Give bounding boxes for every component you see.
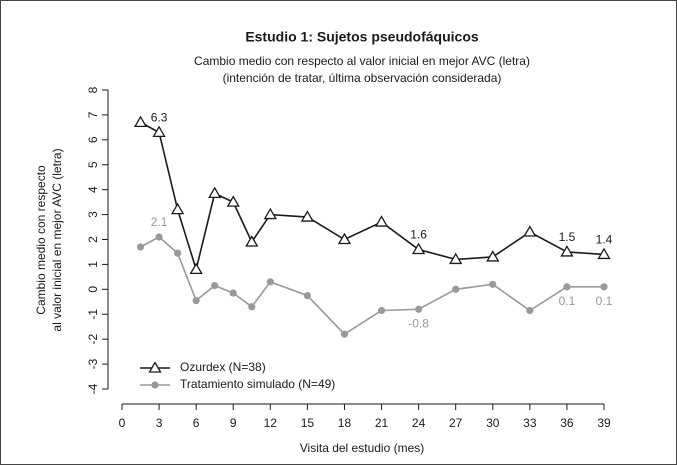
point [266,278,274,286]
x-tick-label: 12 [264,416,278,430]
point [300,210,315,222]
data-label: 6.3 [151,111,168,125]
point [133,115,148,128]
subtitle: Cambio medio con respecto al valor inici… [194,54,530,68]
x-tick-label: 9 [230,416,237,430]
point [248,303,256,311]
point [415,305,423,313]
legend-marker [148,361,162,373]
x-tick-label: 36 [560,416,574,430]
y-tick-label: -1 [86,309,100,320]
y-tick-label: 4 [86,186,100,193]
data-label: 1.4 [596,233,613,247]
point [523,225,537,237]
y-tick-label: 1 [86,261,100,268]
y-tick-label: 0 [86,286,100,293]
point [560,245,574,257]
point [340,330,349,338]
point [303,291,311,300]
y-axis-label: Cambio medio con respecto [34,165,48,315]
y-tick-label: 6 [86,136,100,143]
point [449,252,463,265]
x-tick-label: 21 [375,416,389,430]
data-label: 2.1 [151,215,168,229]
point [152,125,166,138]
point [155,233,163,241]
x-tick-label: 18 [338,416,352,430]
y-tick-label: -2 [86,334,100,345]
legend-marker [151,381,159,389]
point [526,306,534,315]
point [377,306,386,315]
subtitle: (intención de tratar, última observación… [223,71,502,85]
legend-label: Ozurdex (N=38) [180,360,266,374]
point [229,289,237,297]
y-tick-label: 2 [86,236,100,243]
x-tick-label: 24 [412,416,426,430]
y-tick-label: 3 [86,211,100,218]
data-label: -0.8 [408,316,429,330]
x-tick-label: 0 [119,416,126,430]
data-label: 0.1 [559,294,576,308]
y-tick-label: 8 [86,86,100,93]
point [192,296,200,305]
y-tick-label: -4 [86,383,100,394]
point [136,243,145,251]
point [374,215,389,227]
y-axis-label: al valor inicial en mejor AVC (letra) [50,148,64,331]
legend-label: Tratamiento simulado (N=49) [180,377,335,391]
y-tick-label: -3 [86,358,100,369]
point [452,285,460,293]
point [489,280,497,288]
x-tick-label: 30 [486,416,500,430]
point [174,249,182,257]
x-tick-label: 33 [523,416,537,430]
point [211,281,219,290]
point [486,250,500,262]
point [263,207,277,220]
data-label: 0.1 [596,294,613,308]
point [411,242,426,255]
x-tick-label: 15 [301,416,315,430]
x-tick-label: 27 [449,416,463,430]
x-tick-label: 39 [597,416,611,430]
y-tick-label: 7 [86,111,100,118]
x-tick-label: 3 [156,416,163,430]
y-tick-label: 5 [86,161,100,168]
point [597,247,611,260]
x-tick-label: 6 [193,416,200,430]
point [226,195,240,207]
point [208,186,222,199]
x-axis-label: Visita del estudio (mes) [300,441,425,455]
point [600,283,608,291]
point [170,202,185,215]
point [337,232,352,245]
point [245,235,259,247]
point [189,262,203,275]
data-label: 1.5 [559,230,576,244]
chart-title: Estudio 1: Sujetos pseudofáquicos [245,29,479,45]
data-label: 1.6 [410,228,427,242]
point [563,283,571,291]
